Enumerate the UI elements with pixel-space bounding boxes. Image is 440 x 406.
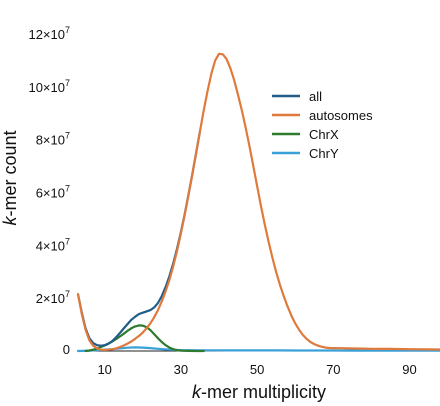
y-tick-exponent: 7 xyxy=(65,236,70,246)
y-tick-mantissa: 6×10 xyxy=(36,186,65,201)
series-line-autosomes xyxy=(76,52,440,351)
y-tick-exponent: 7 xyxy=(65,184,70,194)
x-axis-title-rest: -mer multiplicity xyxy=(201,382,326,402)
y-tick-exponent: 7 xyxy=(65,289,70,299)
series-lines xyxy=(76,52,440,353)
y-tick-mantissa: 2×10 xyxy=(36,291,65,306)
x-tick-label: 10 xyxy=(97,362,111,377)
y-tick-label: 6×107 xyxy=(36,184,70,201)
legend-label-all: all xyxy=(309,89,322,104)
y-tick-exponent: 7 xyxy=(65,131,70,141)
x-tick-label: 30 xyxy=(174,362,188,377)
x-tick-labels: 10 30 50 70 90 xyxy=(97,362,416,377)
y-tick-label: 10×107 xyxy=(28,78,70,95)
y-tick-label: 2×107 xyxy=(36,289,70,306)
x-tick-label: 90 xyxy=(402,362,416,377)
legend: all autosomes ChrX ChrY xyxy=(272,89,373,161)
y-axis-title: k-mer count xyxy=(0,130,20,225)
legend-label-autosomes: autosomes xyxy=(309,108,373,123)
x-tick-label: 70 xyxy=(326,362,340,377)
y-tick-label: 4×107 xyxy=(36,236,70,253)
y-tick-label: 8×107 xyxy=(36,131,70,148)
y-tick-label: 0 xyxy=(63,342,70,357)
legend-label-chrx: ChrX xyxy=(309,127,339,142)
x-axis-title: k-mer multiplicity xyxy=(192,382,326,402)
legend-label-chry: ChrY xyxy=(309,146,339,161)
y-axis-title-italic: k xyxy=(0,216,20,226)
y-tick-exponent: 7 xyxy=(65,25,70,35)
series-line-all xyxy=(76,130,201,347)
y-tick-mantissa: 4×10 xyxy=(36,238,65,253)
y-tick-exponent: 7 xyxy=(65,78,70,88)
x-axis-title-italic: k xyxy=(192,382,202,402)
y-tick-label: 12×107 xyxy=(28,25,70,42)
y-axis-title-rest: -mer count xyxy=(0,130,20,216)
x-tick-label: 50 xyxy=(250,362,264,377)
y-tick-mantissa: 10×10 xyxy=(28,80,65,95)
y-tick-mantissa: 8×10 xyxy=(36,133,65,148)
y-tick-mantissa: 12×10 xyxy=(28,27,65,42)
